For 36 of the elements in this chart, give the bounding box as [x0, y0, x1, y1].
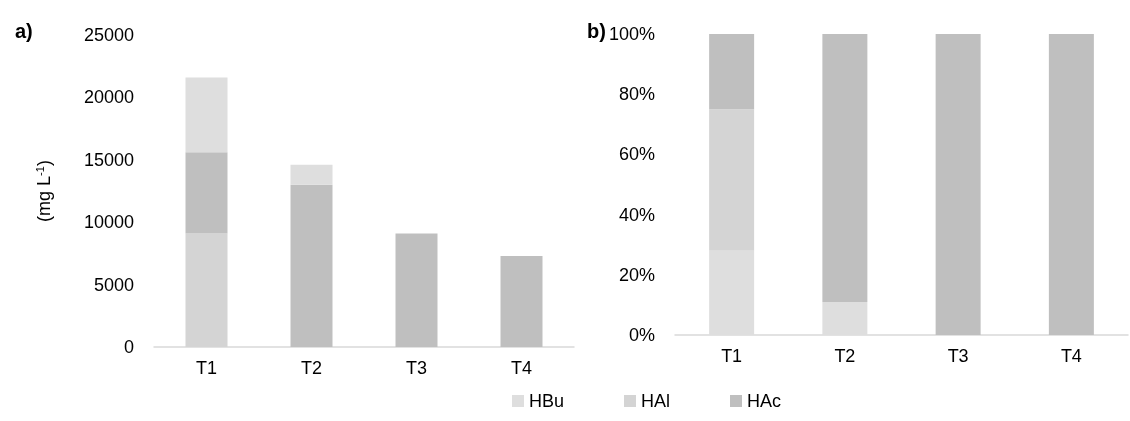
bar — [500, 255, 543, 347]
x-tick-label: T4 — [1060, 346, 1082, 366]
bar — [395, 233, 438, 347]
x-tick-label: T3 — [405, 358, 428, 378]
bar — [935, 34, 981, 335]
y-axis-title: (mg L-1) — [33, 160, 54, 222]
legend-label: HAc — [747, 391, 782, 411]
y-tick-label: 60% — [618, 144, 655, 165]
y-tick-label: 10000 — [83, 212, 134, 233]
legend-label: HAl — [641, 391, 671, 411]
bar — [185, 77, 228, 153]
y-tick-label: 0 — [123, 337, 134, 357]
y-tick-label: 80% — [618, 84, 655, 105]
y-tick-label: 40% — [618, 204, 655, 225]
y-tick-label: 15000 — [83, 149, 134, 170]
x-tick-label: T2 — [300, 358, 323, 378]
y-tick-label: 20000 — [83, 87, 134, 108]
bar — [1048, 34, 1094, 335]
bar — [709, 34, 755, 110]
y-tick-label: 0% — [628, 325, 655, 345]
y-tick-label: 20% — [618, 264, 655, 285]
x-tick-label: T1 — [721, 346, 743, 366]
chart-title: b) — [587, 20, 606, 42]
bar — [290, 164, 333, 185]
y-tick-label: 5000 — [93, 274, 134, 295]
y-tick-label: 100% — [608, 24, 655, 44]
x-tick-label: T4 — [510, 358, 533, 378]
bar — [185, 152, 228, 234]
bar — [290, 184, 333, 347]
x-tick-label: T2 — [834, 346, 856, 366]
legend-label: HBu — [529, 391, 565, 411]
bar — [822, 34, 868, 302]
x-tick-label: T3 — [947, 346, 969, 366]
y-tick-label: 25000 — [83, 25, 134, 45]
x-tick-label: T1 — [195, 358, 218, 378]
chart-title: a) — [15, 20, 33, 42]
